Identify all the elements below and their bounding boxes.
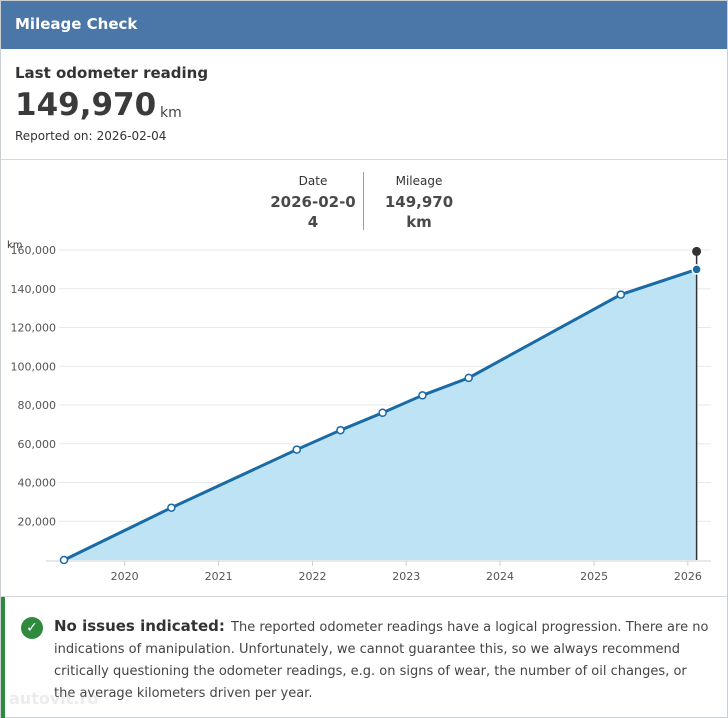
odometer-summary: Last odometer reading 149,970 km Reporte… — [1, 49, 727, 160]
panel-title: Mileage Check — [15, 15, 138, 33]
tooltip-mileage: Mileage 149,970 km — [367, 170, 471, 232]
x-tick-label: 2022 — [298, 570, 326, 583]
data-point — [464, 373, 473, 383]
y-tick-label: 160,000 — [11, 244, 57, 257]
x-tick-label: 2020 — [111, 570, 139, 583]
reported-on: Reported on: 2026-02-04 — [15, 129, 166, 143]
data-point — [616, 290, 626, 299]
data-point — [292, 445, 302, 454]
x-tick-label: 2025 — [580, 570, 608, 583]
notice-body: The reported odometer readings have a lo… — [54, 620, 709, 701]
data-point — [378, 408, 387, 417]
reported-on-label: Reported on: — [15, 129, 93, 143]
notice-title: No issues indicated: — [54, 617, 225, 635]
notice-status-bar — [1, 597, 5, 718]
tooltip-date-value: 2026-02-04 — [270, 193, 356, 231]
x-tick-label: 2021 — [205, 570, 233, 583]
y-tick-label: 80,000 — [18, 399, 57, 412]
check-circle-icon: ✓ — [21, 617, 43, 639]
x-tick-label: 2023 — [392, 570, 420, 583]
y-axis-unit-label: km — [7, 240, 23, 251]
tooltip-date: Date 2026-02-04 — [261, 170, 365, 232]
mileage-chart-svg[interactable]: km 20,000 40,000 60,000 80,000 100,000 120,000… — [1, 160, 727, 595]
last-reading-unit: km — [160, 105, 182, 121]
panel-header: Mileage Check — [1, 1, 727, 49]
x-tick-label: 2024 — [486, 570, 514, 583]
last-reading-value: 149,970 — [15, 87, 157, 123]
data-point — [167, 503, 176, 512]
data-point — [336, 425, 345, 435]
mileage-chart[interactable]: km 20,000 40,000 60,000 80,000 100,000 120,000… — [1, 160, 727, 595]
selected-marker-head — [692, 246, 702, 256]
chart-tooltip: Date 2026-02-04 Mileage 149,970 km — [261, 170, 471, 232]
tooltip-date-label: Date — [298, 174, 328, 188]
x-tick-label: 2026 — [674, 570, 702, 583]
data-point — [418, 391, 427, 400]
data-point — [59, 555, 69, 565]
notice-text: No issues indicated: The reported odomet… — [54, 615, 709, 705]
tooltip-mileage-label: Mileage — [395, 174, 443, 188]
y-tick-label: 100,000 — [11, 360, 57, 373]
tooltip-mileage-value: 149,970 km — [384, 193, 454, 231]
last-reading-label: Last odometer reading — [15, 64, 209, 82]
watermark-logo: autovit.ro — [9, 689, 99, 708]
tooltip-divider — [363, 172, 364, 230]
y-tick-label: 40,000 — [18, 477, 57, 490]
reported-on-date: 2026-02-04 — [96, 129, 167, 143]
integrity-notice: ✓ No issues indicated: The reported odom… — [1, 596, 727, 718]
y-tick-label: 60,000 — [18, 438, 57, 451]
y-tick-label: 120,000 — [11, 322, 57, 335]
y-tick-label: 20,000 — [18, 515, 57, 528]
data-point — [691, 264, 702, 275]
y-tick-label: 140,000 — [11, 283, 57, 296]
